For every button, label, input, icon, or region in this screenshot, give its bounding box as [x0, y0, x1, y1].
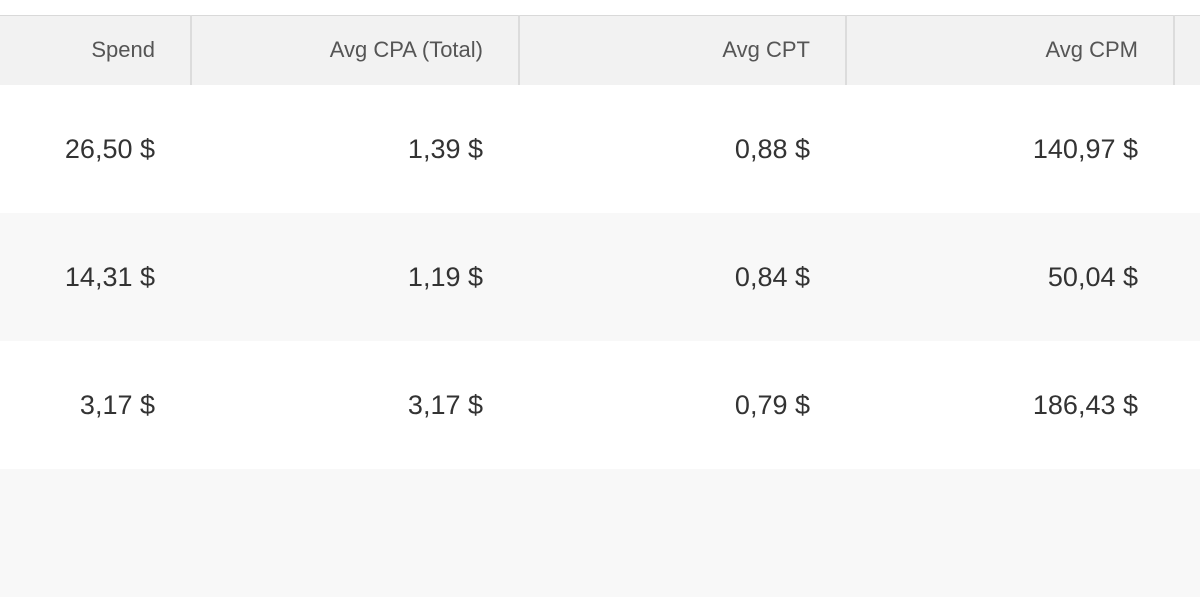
table-row: [0, 213, 1200, 341]
table-cell: 0,79 $: [734, 390, 810, 420]
table-cell: 1,39 $: [407, 134, 483, 164]
table-cell: 0,84 $: [734, 262, 810, 292]
column-separator: [190, 15, 192, 85]
table-cell: 50,04 $: [1047, 262, 1138, 292]
column-header: Avg CPT: [722, 37, 810, 62]
table-header: [0, 15, 1200, 86]
table-cell: 14,31 $: [64, 262, 155, 292]
table-cell: 1,19 $: [407, 262, 483, 292]
table-cell: 3,17 $: [79, 390, 155, 420]
table-cell: 186,43 $: [1032, 390, 1138, 420]
column-header: Avg CPM: [1045, 37, 1138, 62]
table-cell: 3,17 $: [407, 390, 483, 420]
column-separator: [1173, 15, 1175, 85]
column-separator: [845, 15, 847, 85]
table-row: [0, 341, 1200, 469]
column-header: Avg CPA (Total): [329, 37, 483, 62]
column-header: Spend: [91, 37, 155, 62]
table-cell: 0,88 $: [734, 134, 810, 164]
table-row: [0, 469, 1200, 597]
table-row: [0, 85, 1200, 213]
table-cell: 140,97 $: [1032, 134, 1138, 164]
page: 26,50 $ 1,39 $ 0,88 $ 140,97 $ 14,31 $ 1,19 $…: [0, 15, 1200, 469]
table-cell: 26,50 $: [64, 134, 155, 164]
column-separator: [518, 15, 520, 85]
